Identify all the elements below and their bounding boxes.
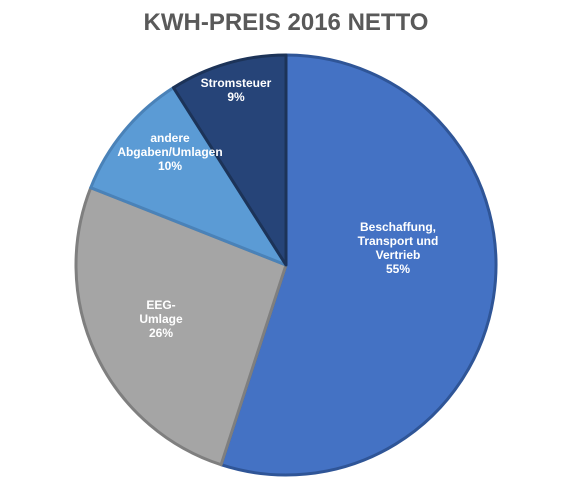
slice-label-line-0-1: Transport und <box>358 234 439 248</box>
slice-label-line-0-2: Vertrieb <box>376 248 421 262</box>
slice-label-line-1-0: EEG- <box>146 298 175 312</box>
slice-percent-3: 9% <box>227 90 245 104</box>
slice-label-line-0-0: Beschaffung, <box>360 220 436 234</box>
slice-label-line-1-1: Umlage <box>139 312 183 326</box>
slice-percent-1: 26% <box>149 326 173 340</box>
slice-label-2: andere Abgaben/Umlagen 10% <box>117 131 222 173</box>
slice-label-3: Stromsteuer 9% <box>201 76 272 104</box>
slice-label-line-3-0: Stromsteuer <box>201 76 272 90</box>
pie-slice-3 <box>171 53 288 267</box>
slice-percent-0: 55% <box>386 262 410 276</box>
pie-labels: Beschaffung, Transport und Vertrieb 55% EEG-… <box>117 76 438 340</box>
slice-label-line-2-0: andere <box>150 131 190 145</box>
pie-slices <box>74 53 498 477</box>
pie-slice-0 <box>219 53 498 477</box>
slice-label-line-2-1: Abgaben/Umlagen <box>117 145 222 159</box>
slice-percent-2: 10% <box>158 159 182 173</box>
slice-label-0: Beschaffung, Transport und Vertrieb 55% <box>358 220 439 276</box>
pie-slice-1 <box>74 186 288 467</box>
pie-slice-2 <box>89 86 288 267</box>
chart-title: KWH-PREIS 2016 NETTO <box>143 9 429 36</box>
slice-label-1: EEG-Umlage 26% <box>139 298 183 340</box>
